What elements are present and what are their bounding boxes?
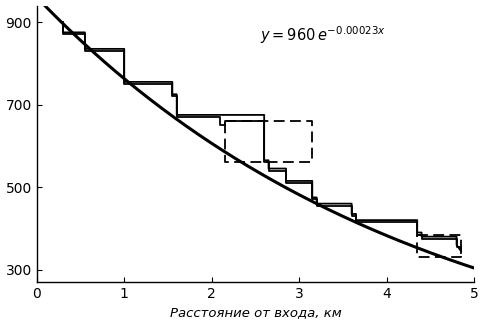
Text: $y = 960\,e^{-0.00023x}$: $y = 960\,e^{-0.00023x}$	[260, 24, 386, 46]
X-axis label: Расстояние от входа, км: Расстояние от входа, км	[169, 306, 341, 319]
